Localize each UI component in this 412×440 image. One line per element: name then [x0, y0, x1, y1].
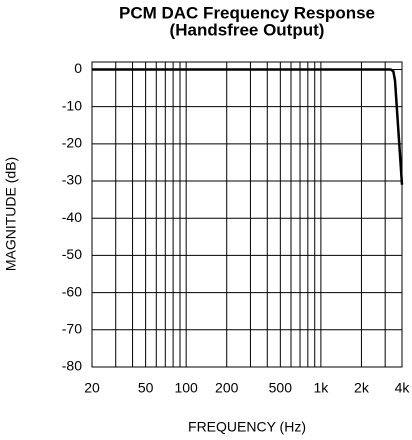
- data-line: [92, 68, 404, 185]
- x-tick-label: 4k: [395, 380, 411, 396]
- x-tick-label: 20: [84, 380, 100, 396]
- y-axis-label: MAGNITUDE (dB): [3, 157, 19, 271]
- y-tick-label: -20: [62, 135, 82, 151]
- y-tick-label: -70: [62, 321, 82, 337]
- x-axis-label: FREQUENCY (Hz): [188, 419, 306, 435]
- y-tick-label: -40: [62, 209, 82, 225]
- chart-title: PCM DAC Frequency Response: [119, 3, 375, 22]
- y-tick-label: 0: [74, 60, 82, 76]
- y-tick-label: -80: [62, 358, 82, 374]
- y-tick-label: -30: [62, 172, 82, 188]
- x-tick-label: 2k: [354, 380, 370, 396]
- x-tick-label: 100: [174, 380, 198, 396]
- plot-frame: [91, 61, 403, 368]
- chart-subtitle: (Handsfree Output): [170, 20, 325, 39]
- y-tick-label: -10: [62, 97, 82, 113]
- x-tick-label: 200: [215, 380, 239, 396]
- x-tick-label: 1k: [313, 380, 329, 396]
- y-tick-label: -60: [62, 283, 82, 299]
- y-tick-label: -50: [62, 246, 82, 262]
- x-tick-label: 50: [138, 380, 154, 396]
- x-tick-label: 500: [269, 380, 293, 396]
